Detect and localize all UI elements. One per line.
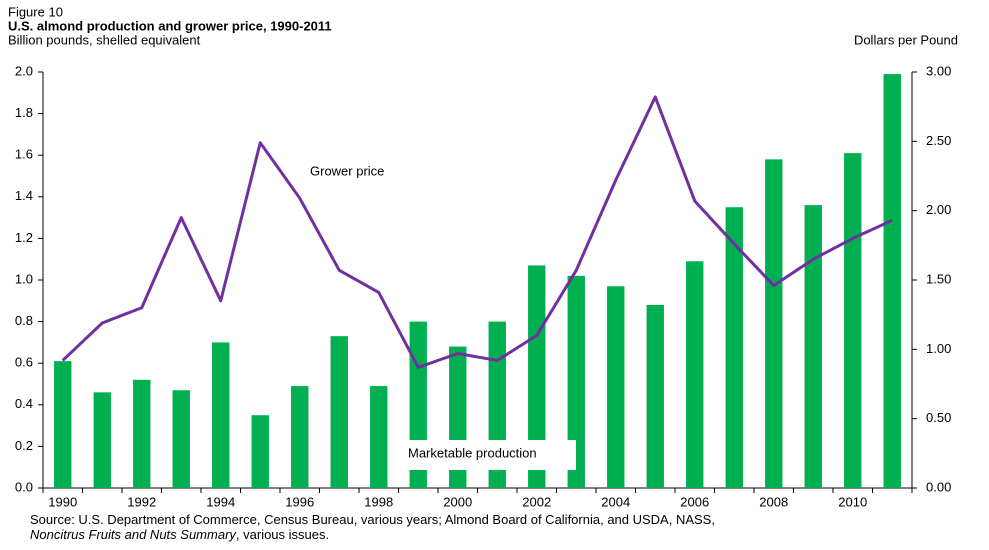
x-tick-label: 2000 [443, 494, 472, 509]
series-annotation: Marketable production [408, 445, 537, 460]
x-tick-label: 1998 [364, 494, 393, 509]
bar [686, 261, 704, 488]
y2-axis-label: Dollars per Pound [854, 32, 958, 47]
y-axis-label: Billion pounds, shelled equivalent [8, 32, 201, 47]
bar [54, 361, 72, 488]
bar [172, 390, 190, 488]
y-tick-label: 1.2 [15, 230, 33, 245]
y2-tick-label: 1.00 [926, 341, 951, 356]
bar [646, 304, 664, 488]
y-tick-label: 1.8 [15, 105, 33, 120]
y2-tick-label: 3.00 [926, 63, 951, 78]
y-tick-label: 1.6 [15, 147, 33, 162]
bar [330, 336, 348, 488]
bar [607, 286, 625, 488]
x-tick-label: 2002 [522, 494, 551, 509]
bar [725, 207, 743, 488]
series-annotation: Grower price [310, 163, 384, 178]
bar [844, 153, 862, 488]
y2-tick-label: 1.50 [926, 271, 951, 286]
bar [291, 386, 309, 488]
figure-label: Figure 10 [8, 4, 63, 19]
bar [370, 386, 388, 488]
source-text: , various issues. [235, 527, 330, 542]
line [61, 95, 893, 369]
chart: Figure 10 U.S. almond production and gro… [8, 4, 958, 509]
y2-tick-label: 0.00 [926, 479, 951, 494]
y2-tick-label: 0.50 [926, 410, 951, 425]
bar [251, 415, 269, 488]
x-tick-label: 1996 [285, 494, 314, 509]
y-tick-label: 0.4 [15, 396, 33, 411]
x-tick-label: 2008 [759, 494, 788, 509]
x-tick-label: 1990 [48, 494, 77, 509]
bar [133, 379, 151, 488]
x-tick-label: 1992 [127, 494, 156, 509]
y-tick-label: 0.0 [15, 479, 33, 494]
bar [567, 275, 585, 488]
y-tick-label: 1.0 [15, 271, 33, 286]
y-tick-label: 0.2 [15, 438, 33, 453]
source-note: Source: U.S. Department of Commerce, Cen… [30, 512, 770, 542]
x-tick-label: 2004 [601, 494, 630, 509]
annotation-bg [398, 440, 576, 470]
source-italic: Noncitrus Fruits and Nuts Summary [30, 527, 236, 542]
y-tick-label: 1.4 [15, 188, 33, 203]
x-tick-label: 1994 [206, 494, 235, 509]
x-tick-label: 2006 [680, 494, 709, 509]
y-tick-label: 2.0 [15, 63, 33, 78]
bar [93, 392, 111, 488]
y-tick-label: 0.6 [15, 355, 33, 370]
bar [883, 74, 901, 488]
chart-title: U.S. almond production and grower price,… [8, 18, 332, 33]
y2-tick-label: 2.00 [926, 202, 951, 217]
x-tick-label: 2010 [838, 494, 867, 509]
y-tick-label: 0.8 [15, 313, 33, 328]
bar [212, 342, 230, 488]
bar [528, 265, 546, 488]
bar [804, 205, 822, 488]
y2-tick-label: 2.50 [926, 133, 951, 148]
source-text: Source: U.S. Department of Commerce, Cen… [30, 512, 715, 527]
bar [765, 159, 783, 489]
